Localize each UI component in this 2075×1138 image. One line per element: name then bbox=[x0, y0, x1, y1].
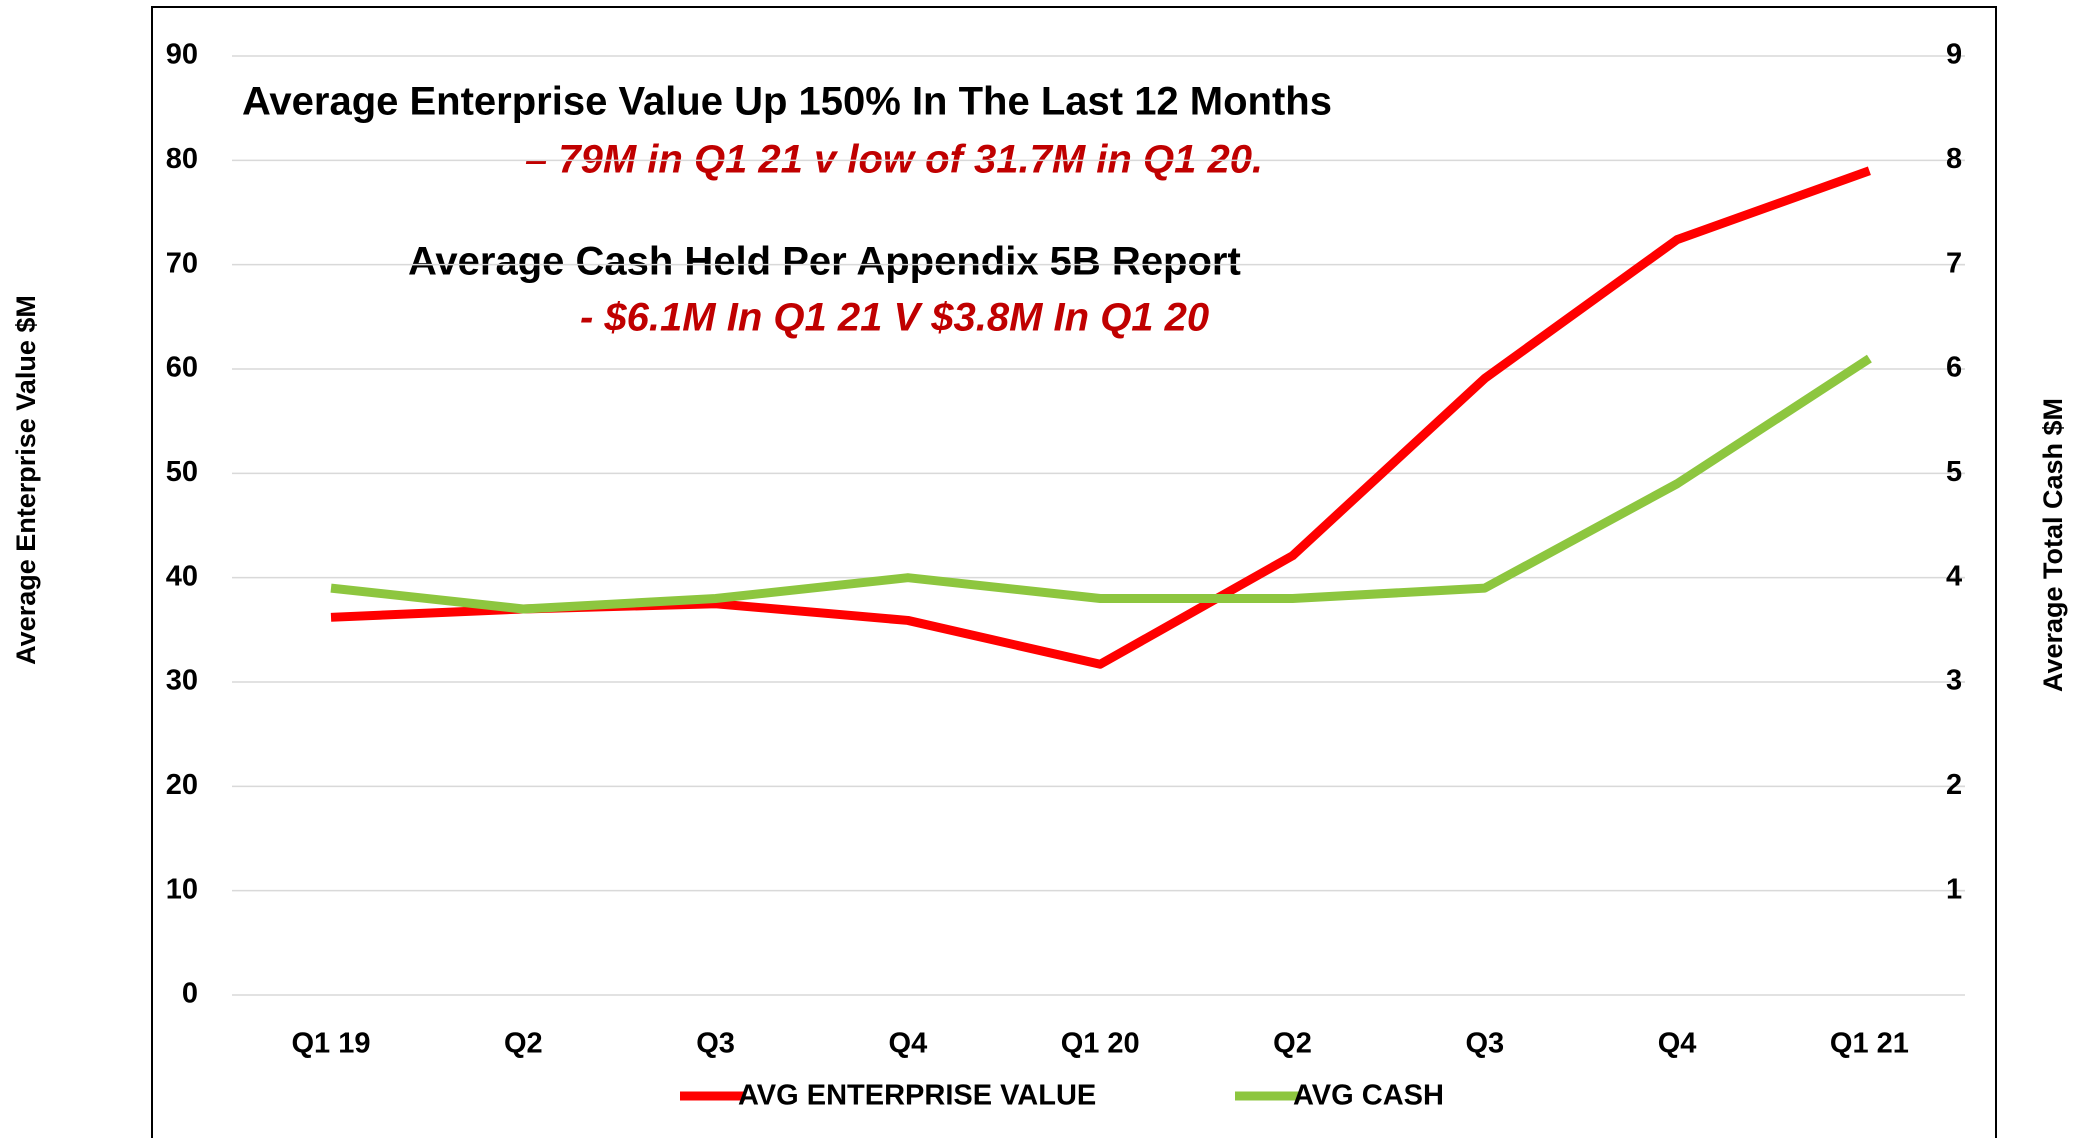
x-tick-label: Q2 bbox=[504, 1028, 543, 1060]
annotation: - $6.1M In Q1 21 V $3.8M In Q1 20 bbox=[580, 296, 1209, 340]
y2-tick-label: 4 bbox=[1946, 560, 1962, 592]
y-tick-label: 50 bbox=[166, 456, 198, 488]
y2-tick-label: 7 bbox=[1946, 247, 1962, 279]
y2-axis-title: Average Total Cash $M bbox=[2038, 398, 2068, 692]
legend-label: AVG CASH bbox=[1293, 1080, 1444, 1112]
y-tick-label: 40 bbox=[166, 560, 198, 592]
x-tick-label: Q1 20 bbox=[1061, 1028, 1140, 1060]
y-tick-label: 90 bbox=[166, 39, 198, 71]
y-tick-label: 70 bbox=[166, 247, 198, 279]
y2-tick-label: 9 bbox=[1946, 39, 1962, 71]
annotation: – 79M in Q1 21 v low of 31.7M in Q1 20. bbox=[525, 138, 1263, 182]
annotation: Average Enterprise Value Up 150% In The … bbox=[242, 80, 1332, 124]
legend-label: AVG ENTERPRISE VALUE bbox=[738, 1080, 1096, 1112]
y2-tick-label: 5 bbox=[1946, 456, 1962, 488]
series-line bbox=[330, 354, 1872, 614]
y-tick-label: 80 bbox=[166, 143, 198, 175]
x-tick-label: Q1 21 bbox=[1830, 1028, 1909, 1060]
annotation: Average Cash Held Per Appendix 5B Report bbox=[408, 240, 1241, 284]
y2-tick-label: 8 bbox=[1946, 143, 1962, 175]
x-tick-label: Q4 bbox=[889, 1028, 928, 1060]
y-tick-label: 0 bbox=[182, 978, 198, 1010]
y-tick-label: 60 bbox=[166, 352, 198, 384]
y2-tick-label: 6 bbox=[1946, 352, 1962, 384]
x-tick-label: Q2 bbox=[1273, 1028, 1312, 1060]
y2-tick-label: 1 bbox=[1946, 873, 1962, 905]
x-tick-label: Q3 bbox=[1465, 1028, 1504, 1060]
chart-frame bbox=[151, 6, 1997, 1138]
y-tick-label: 10 bbox=[166, 873, 198, 905]
y2-tick-label: 3 bbox=[1946, 665, 1962, 697]
y2-tick-label: 2 bbox=[1946, 769, 1962, 801]
x-tick-label: Q3 bbox=[696, 1028, 735, 1060]
y-tick-label: 20 bbox=[166, 769, 198, 801]
y-axis-title: Average Enterprise Value $M bbox=[11, 295, 41, 665]
x-tick-label: Q4 bbox=[1658, 1028, 1697, 1060]
y-tick-label: 30 bbox=[166, 665, 198, 697]
x-tick-label: Q1 19 bbox=[292, 1028, 371, 1060]
